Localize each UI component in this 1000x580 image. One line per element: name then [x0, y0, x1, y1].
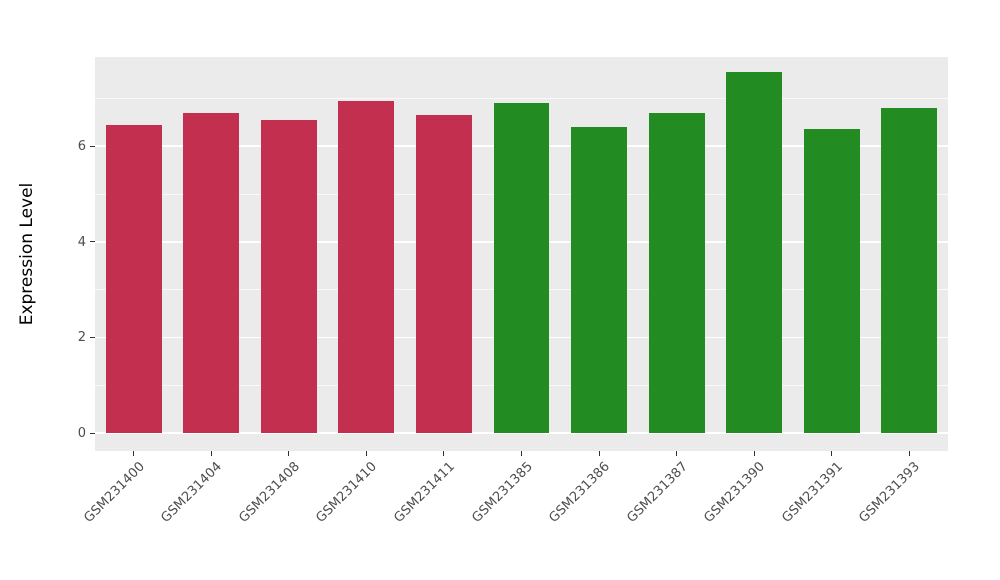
- y-tick-label: 6: [77, 139, 86, 155]
- x-tick-mark: [210, 451, 212, 456]
- bar-GSM231400: [105, 124, 162, 433]
- y-tick-mark: [90, 145, 95, 147]
- x-tick-label: GSM231404: [158, 459, 226, 526]
- x-tick-mark: [133, 451, 135, 456]
- y-tick-label: 4: [77, 234, 86, 250]
- x-tick-label: GSM231400: [81, 459, 148, 526]
- bar-GSM231391: [803, 129, 860, 433]
- y-tick-mark: [90, 432, 95, 434]
- x-tick-mark: [443, 451, 445, 456]
- y-tick-label: 0: [77, 426, 86, 441]
- x-tick-mark: [521, 451, 522, 456]
- x-tick-label: GSM231387: [623, 459, 691, 526]
- bar-GSM231386: [571, 127, 627, 433]
- x-tick-label: GSM231390: [701, 459, 769, 526]
- plot-panel: [95, 57, 948, 451]
- bar-GSM231387: [648, 112, 705, 433]
- x-tick-label: GSM231408: [236, 459, 303, 526]
- x-tick-mark: [753, 451, 755, 456]
- gridline-major-y0: [95, 432, 948, 434]
- bar-GSM231410: [338, 100, 395, 433]
- gridline-minor-y7: [95, 97, 948, 99]
- x-tick-mark: [908, 451, 910, 456]
- y-tick-mark: [90, 241, 95, 243]
- x-tick-mark: [288, 451, 290, 456]
- x-tick-label: GSM231410: [313, 459, 381, 526]
- x-tick-label: GSM231386: [546, 459, 613, 526]
- x-tick-mark: [831, 451, 833, 456]
- x-tick-mark: [676, 451, 678, 456]
- bar-GSM231404: [183, 112, 240, 433]
- y-axis-title: Expression Level: [17, 182, 37, 326]
- y-tick-mark: [90, 336, 95, 338]
- x-tick-mark: [365, 451, 367, 456]
- bar-GSM231390: [726, 72, 783, 433]
- x-tick-label: GSM231385: [468, 459, 536, 526]
- x-tick-label: GSM231391: [778, 459, 846, 526]
- bar-GSM231411: [416, 115, 472, 433]
- y-tick-label: 2: [77, 330, 86, 346]
- bar-GSM231393: [881, 107, 938, 433]
- bar-GSM231385: [493, 103, 550, 433]
- x-tick-label: GSM231393: [856, 459, 924, 526]
- bar-GSM231408: [260, 119, 317, 433]
- x-tick-label: GSM231411: [391, 459, 458, 526]
- x-tick-mark: [598, 451, 600, 456]
